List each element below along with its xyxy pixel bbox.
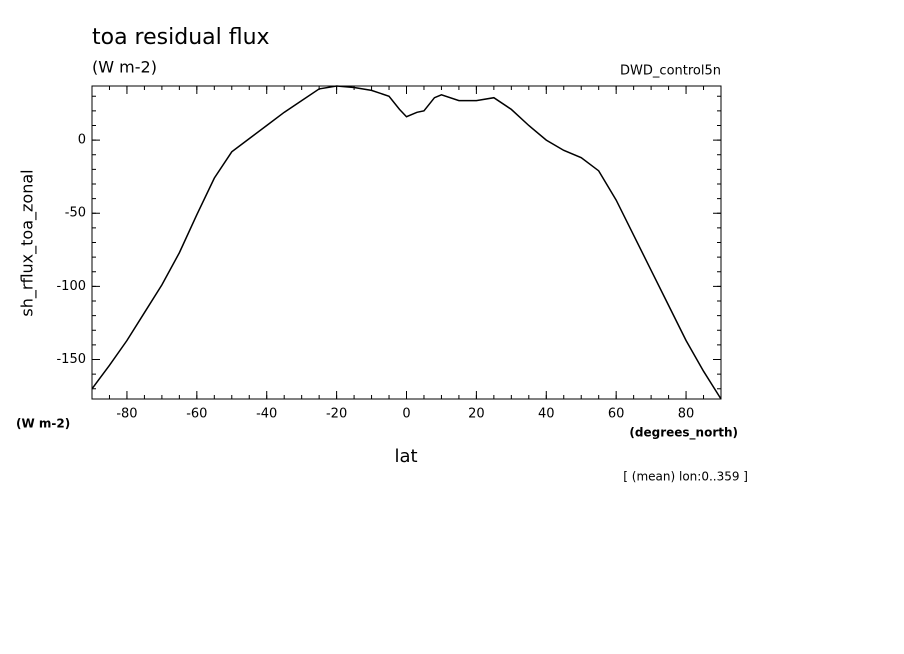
y-tick-label: -50 xyxy=(65,206,86,221)
x-tick-label: 0 xyxy=(402,407,410,422)
y-tick-label: 0 xyxy=(78,133,86,148)
x-tick-label: 60 xyxy=(608,407,625,422)
x-tick-label: -60 xyxy=(186,407,207,422)
y-tick-label: -100 xyxy=(56,279,86,294)
x-axis-label: lat xyxy=(394,446,417,467)
chart-subtitle: (W m-2) xyxy=(92,58,157,77)
y-tick-label: -150 xyxy=(56,352,86,367)
x-tick-label: -40 xyxy=(256,407,277,422)
x-tick-label: 20 xyxy=(468,407,485,422)
y-axis-label: sh_rflux_toa_zonal xyxy=(18,169,38,316)
x-tick-label: -80 xyxy=(116,407,137,422)
x-units-label: (degrees_north) xyxy=(629,426,738,441)
dataset-label: DWD_control5n xyxy=(620,64,721,79)
x-tick-label: -20 xyxy=(326,407,347,422)
y-units-label: (W m-2) xyxy=(16,417,70,431)
data-line xyxy=(91,85,722,400)
x-tick-label: 40 xyxy=(538,407,555,422)
footnote: [ (mean) lon:0..359 ] xyxy=(623,470,748,484)
chart-title: toa residual flux xyxy=(92,25,270,50)
x-tick-label: 80 xyxy=(678,407,695,422)
